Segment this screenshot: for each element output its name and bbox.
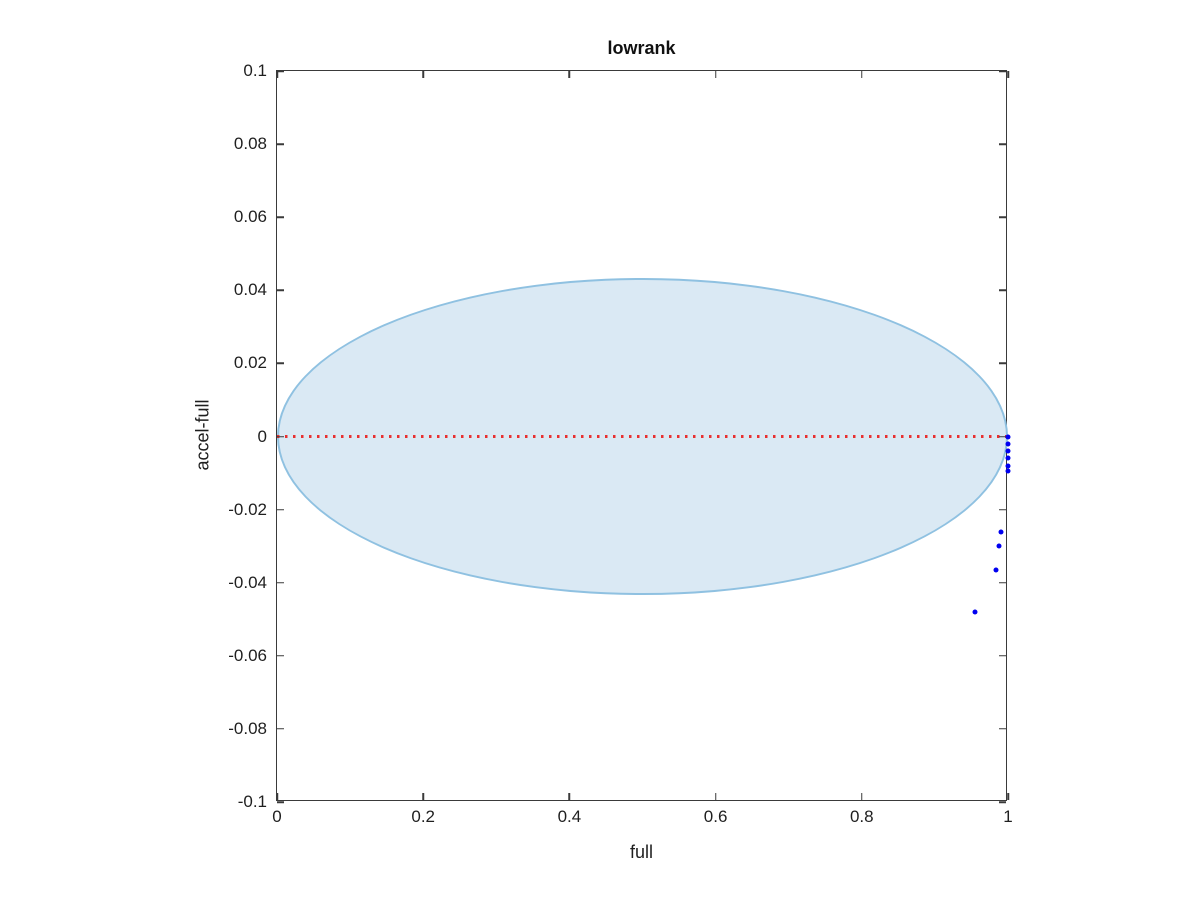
scatter-point — [993, 567, 999, 573]
x-tick-label: 0 — [272, 807, 282, 826]
scatter-point — [996, 543, 1002, 549]
y-tick — [277, 508, 284, 511]
y-tick-label: -0.02 — [228, 499, 267, 519]
y-tick — [277, 362, 284, 365]
y-tick — [277, 289, 284, 292]
x-tick — [276, 793, 278, 800]
x-tick — [714, 793, 717, 800]
y-tick — [277, 435, 284, 438]
x-tick-label: 0.6 — [703, 807, 728, 826]
plot-area: 0 0.2 0.4 0.6 0.8 1 0.1 0.08 0.06 0.04 0.02 0 -0.02 -… — [228, 61, 1012, 826]
scatter-point — [998, 529, 1004, 535]
y-tick-mirror — [999, 801, 1006, 803]
y-tick — [277, 143, 284, 145]
y-tick-label: -0.04 — [228, 572, 267, 592]
y-tick-label: 0.1 — [243, 61, 267, 80]
y-tick — [277, 216, 284, 218]
chart-title: lowrank — [607, 38, 676, 58]
y-tick-mirror — [999, 655, 1006, 657]
scatter-point — [1005, 463, 1011, 469]
x-tick-mirror — [568, 71, 571, 78]
x-tick-label: 0.2 — [411, 807, 436, 826]
y-axis-label: accel-full — [192, 399, 213, 471]
scatter-point — [1005, 434, 1011, 440]
y-tick-label: 0.06 — [233, 207, 267, 227]
y-tick-label: -0.1 — [237, 792, 267, 811]
y-tick-mirror — [999, 508, 1006, 511]
x-tick — [422, 793, 424, 800]
x-tick-label: 0.4 — [557, 807, 582, 826]
x-axis-label: full — [629, 842, 653, 862]
y-tick-label: 0.08 — [233, 134, 267, 154]
y-tick — [277, 655, 284, 657]
x-tick-mirror — [276, 71, 278, 78]
y-tick-mirror — [999, 289, 1006, 292]
x-tick-mirror — [1007, 71, 1009, 78]
y-tick-label: 0.02 — [233, 353, 267, 373]
y-tick-mirror — [999, 581, 1006, 584]
y-tick-label: -0.08 — [228, 718, 267, 738]
y-tick — [277, 581, 284, 584]
scatter-point — [1005, 441, 1011, 447]
x-tick-mirror — [422, 71, 424, 78]
y-tick — [277, 70, 284, 72]
y-tick-mirror — [999, 143, 1006, 145]
y-tick-label: -0.06 — [228, 645, 267, 665]
y-tick-mirror — [999, 435, 1006, 438]
x-tick — [861, 793, 863, 800]
scatter-point — [972, 609, 978, 615]
scatter-point — [1005, 455, 1011, 461]
zero-reference-line — [277, 435, 1006, 438]
y-tick — [277, 801, 284, 803]
scatter-point — [1005, 448, 1011, 454]
y-tick-label: 0 — [257, 426, 267, 446]
y-tick-mirror — [999, 728, 1006, 730]
y-tick-mirror — [999, 362, 1006, 365]
x-tick-label: 1 — [1003, 807, 1013, 826]
x-tick — [1007, 793, 1009, 800]
x-tick — [568, 793, 571, 800]
x-tick-mirror — [714, 71, 717, 78]
x-tick-mirror — [861, 71, 863, 78]
y-tick-mirror — [999, 216, 1006, 218]
y-tick-mirror — [999, 70, 1006, 72]
y-tick — [277, 728, 284, 730]
y-tick-label: 0.04 — [233, 280, 267, 300]
x-tick-label: 0.8 — [849, 807, 874, 826]
scatter-point — [1005, 468, 1011, 474]
